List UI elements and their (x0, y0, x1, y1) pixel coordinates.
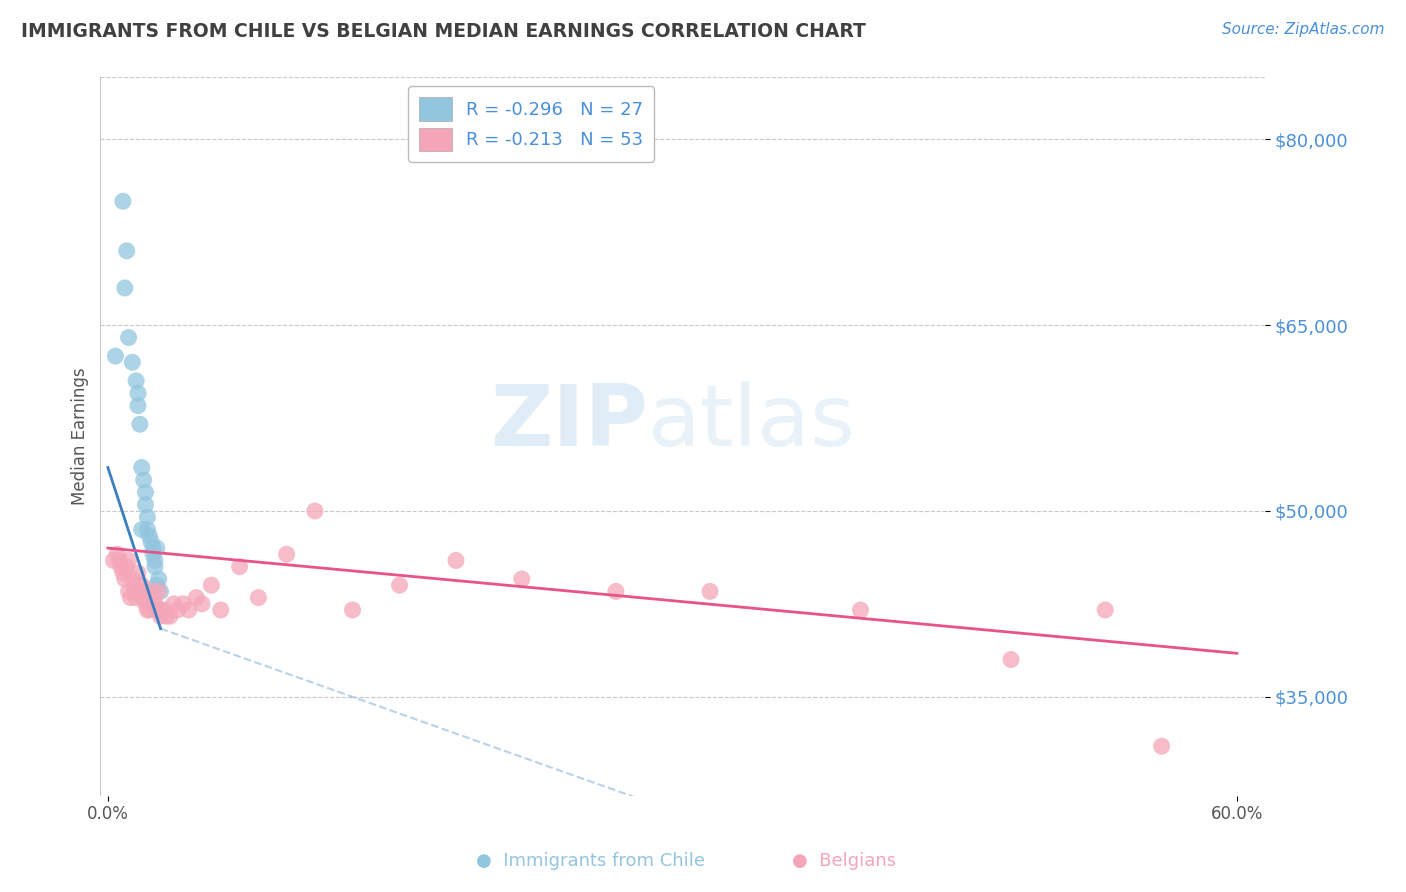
Point (849, 603, 872, 617)
Point (153, 603, 176, 617)
Point (111, 194, 134, 209)
Point (247, 591, 270, 605)
Point (134, 485, 156, 500)
Point (111, 566, 134, 580)
Point (134, 498, 156, 512)
Text: Source: ZipAtlas.com: Source: ZipAtlas.com (1222, 22, 1385, 37)
Point (159, 609, 181, 624)
Point (127, 566, 149, 580)
Text: ●  Belgians: ● Belgians (792, 852, 896, 870)
Point (134, 597, 156, 611)
Point (141, 584, 163, 599)
Point (121, 355, 143, 369)
Text: IMMIGRANTS FROM CHILE VS BELGIAN MEDIAN EARNINGS CORRELATION CHART: IMMIGRANTS FROM CHILE VS BELGIAN MEDIAN … (21, 22, 866, 41)
Point (121, 572, 143, 586)
Point (228, 559, 250, 574)
Point (115, 244, 138, 258)
Point (143, 559, 166, 574)
Point (699, 584, 721, 599)
Point (131, 578, 153, 592)
Point (148, 572, 170, 586)
Point (105, 547, 128, 561)
Point (1000, 652, 1022, 666)
Point (141, 534, 163, 549)
Point (114, 281, 136, 295)
Point (122, 584, 145, 599)
Point (148, 584, 170, 599)
Point (166, 603, 188, 617)
Text: atlas: atlas (648, 381, 856, 464)
Point (149, 603, 172, 617)
Point (209, 603, 232, 617)
Point (143, 597, 166, 611)
Point (605, 584, 627, 599)
Point (142, 541, 165, 555)
Point (132, 473, 155, 487)
Point (510, 572, 533, 586)
Point (191, 597, 214, 611)
Point (342, 603, 364, 617)
Legend: R = -0.296   N = 27, R = -0.213   N = 53: R = -0.296 N = 27, R = -0.213 N = 53 (408, 87, 654, 161)
Point (128, 584, 150, 599)
Point (127, 386, 149, 401)
Point (128, 417, 150, 432)
Point (142, 547, 165, 561)
Point (110, 559, 132, 574)
Point (132, 591, 155, 605)
Text: ●  Immigrants from Chile: ● Immigrants from Chile (477, 852, 704, 870)
Point (177, 603, 200, 617)
Point (117, 553, 139, 567)
Point (104, 349, 127, 363)
Y-axis label: Median Earnings: Median Earnings (72, 368, 89, 506)
Point (103, 553, 125, 567)
Point (138, 529, 160, 543)
Point (149, 584, 172, 599)
Point (136, 510, 159, 524)
Point (127, 578, 149, 592)
Point (304, 504, 326, 518)
Point (444, 553, 467, 567)
Point (186, 591, 208, 605)
Point (125, 374, 148, 388)
Point (388, 578, 411, 592)
Point (163, 597, 186, 611)
Point (108, 553, 131, 567)
Point (146, 541, 169, 555)
Point (136, 603, 159, 617)
Point (142, 591, 165, 605)
Point (143, 553, 166, 567)
Point (146, 603, 169, 617)
Point (136, 523, 159, 537)
Text: ZIP: ZIP (491, 381, 648, 464)
Point (125, 591, 148, 605)
Point (131, 460, 153, 475)
Point (1150, 739, 1173, 754)
Point (117, 584, 139, 599)
Point (115, 559, 138, 574)
Point (117, 330, 139, 344)
Point (114, 572, 136, 586)
Point (138, 603, 160, 617)
Point (131, 523, 153, 537)
Point (120, 591, 142, 605)
Point (146, 578, 169, 592)
Point (149, 609, 172, 624)
Point (276, 547, 298, 561)
Point (172, 597, 194, 611)
Point (155, 609, 177, 624)
Point (127, 399, 149, 413)
Point (1094, 603, 1116, 617)
Point (200, 578, 222, 592)
